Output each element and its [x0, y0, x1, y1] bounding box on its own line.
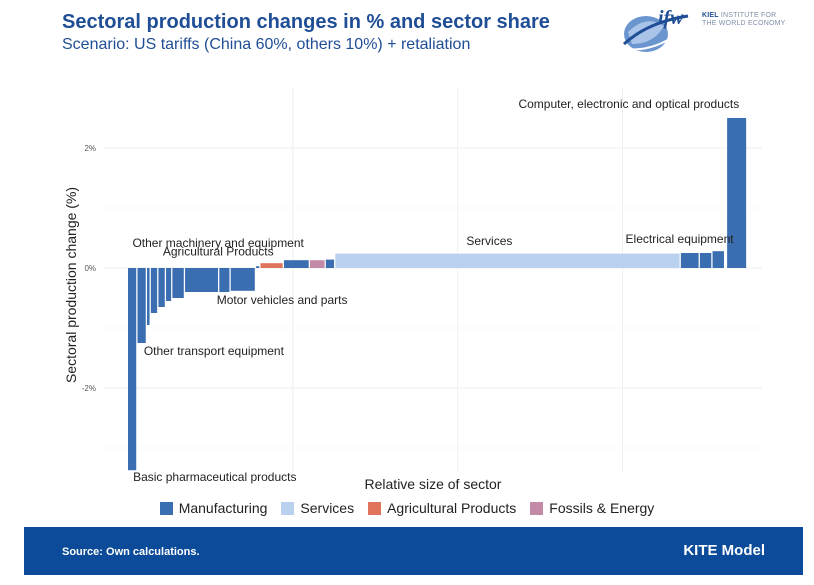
bar [219, 268, 230, 292]
bar-chart: -2% 0% 2% Computer, electronic and optical … [63, 88, 762, 492]
ifw-logo: ifw [618, 4, 778, 56]
bar [128, 268, 137, 471]
bar [699, 253, 712, 268]
bar [680, 253, 699, 268]
legend-label: Manufacturing [178, 500, 268, 516]
logo-line2: THE WORLD ECONOMY [702, 20, 786, 27]
bar-annotation: Other machinery and equipment [132, 236, 304, 250]
y-tick-label: 2% [84, 144, 96, 153]
bar-annotation: Services [466, 234, 512, 248]
logo-text: KIEL INSTITUTE FOR THE WORLD ECONOMY [702, 12, 786, 28]
legend-item: Manufacturing [159, 500, 268, 516]
bar [158, 268, 165, 307]
bar [335, 253, 680, 268]
legend-item: Agricultural Products [368, 500, 516, 516]
y-tick-label: -2% [82, 384, 96, 393]
legend-swatch [368, 501, 382, 515]
legend-swatch [281, 501, 295, 515]
y-tick-label: 0% [84, 264, 96, 273]
x-axis-label: Relative size of sector [365, 476, 502, 492]
bar [172, 268, 184, 298]
bar [185, 268, 219, 292]
footer-brand: KITE Model [683, 542, 765, 559]
chart-legend: Manufacturing Services Agricultural Produc… [0, 500, 814, 516]
legend-label: Services [300, 500, 355, 516]
legend-label: Agricultural Products [387, 500, 517, 516]
bar [260, 263, 283, 268]
y-axis-label: Sectoral production change (%) [63, 187, 79, 383]
legend-label: Fossils & Energy [549, 500, 655, 516]
legend-swatch [159, 501, 173, 515]
chart-title: Sectoral production changes in % and sec… [62, 11, 550, 33]
bar [256, 266, 260, 268]
bar-annotation: Agricultural Products [163, 244, 274, 258]
bar [727, 118, 747, 268]
logo-name: KIEL [702, 12, 719, 19]
bar-annotation: Electrical equipment [626, 232, 735, 246]
bar [309, 260, 325, 268]
bar-annotation: Motor vehicles and parts [217, 293, 348, 307]
bar [283, 260, 309, 268]
legend-item: Fossils & Energy [530, 500, 654, 516]
bar-annotation: Other transport equipment [144, 344, 285, 358]
bar [325, 259, 335, 268]
bar-annotation: Basic pharmaceutical products [133, 470, 296, 484]
bar-annotation: Computer, electronic and optical product… [518, 97, 739, 111]
bar [230, 268, 255, 291]
globe-logo-icon: ifw [621, 7, 689, 52]
footer-source: Source: Own calculations. [62, 546, 200, 558]
chart-subtitle: Scenario: US tariffs (China 60%, others … [62, 36, 471, 53]
bar [137, 268, 146, 343]
bar [150, 268, 158, 313]
bar [712, 251, 724, 268]
bar [147, 268, 150, 325]
legend-swatch [530, 501, 544, 515]
legend-item: Services [281, 500, 354, 516]
footer-bar: Source: Own calculations. KITE Model [24, 527, 803, 575]
logo-mark: ifw [658, 7, 684, 29]
logo-line1: INSTITUTE FOR [720, 12, 777, 19]
bar [166, 268, 172, 301]
